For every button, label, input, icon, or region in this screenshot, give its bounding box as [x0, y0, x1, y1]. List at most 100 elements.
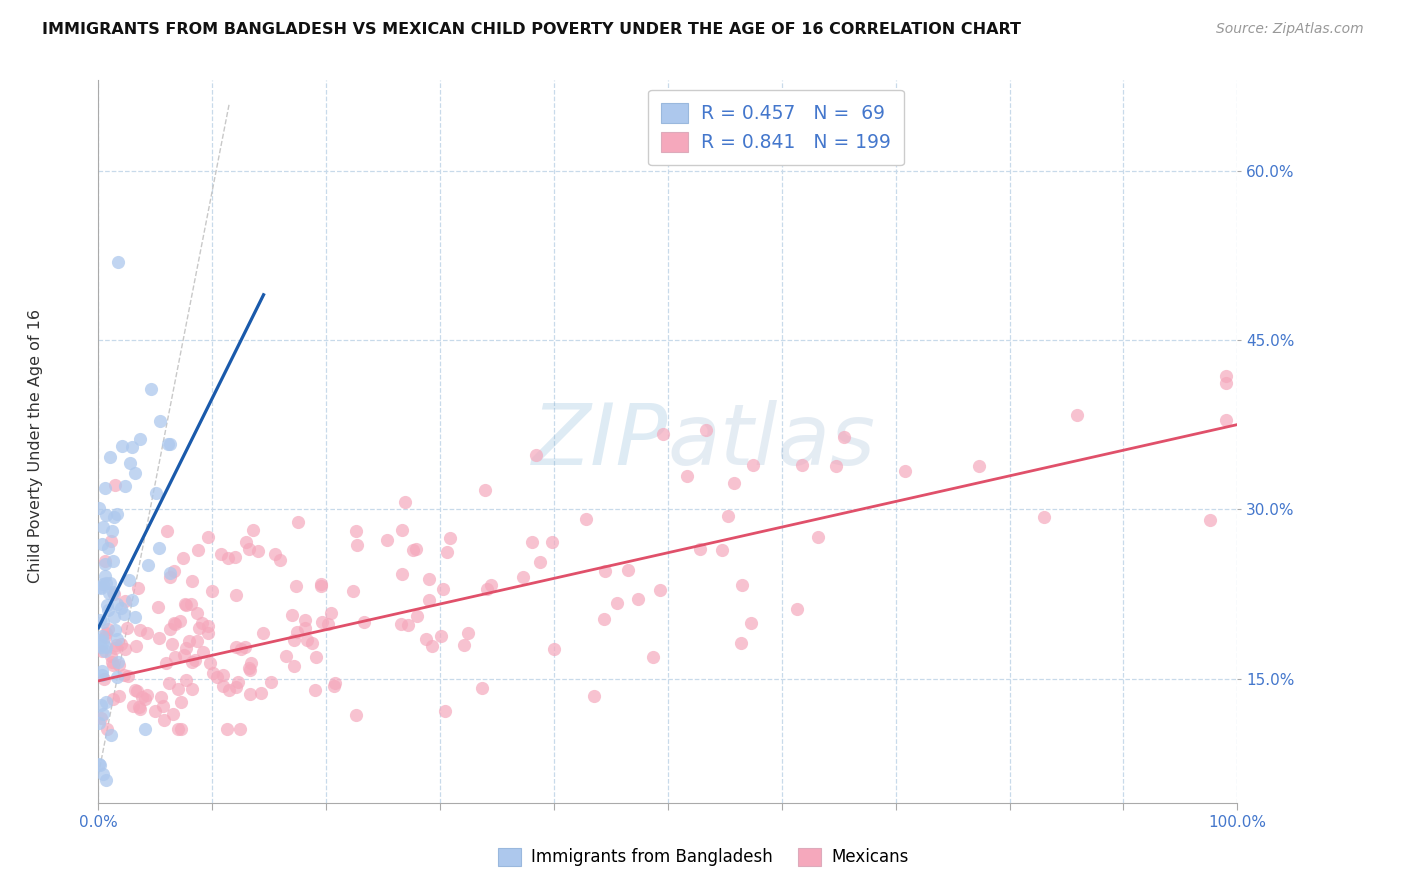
Point — [89, 757, 111, 772]
Point — [89, 632, 111, 647]
Point — [89, 716, 111, 731]
Point — [104, 477, 127, 491]
Point — [806, 530, 828, 544]
Point — [181, 681, 204, 696]
Point — [212, 667, 235, 681]
Point — [90, 665, 112, 679]
Point — [94, 640, 117, 654]
Point — [104, 623, 127, 637]
Point — [786, 602, 808, 616]
Point — [131, 690, 153, 704]
Point — [103, 658, 125, 673]
Point — [689, 542, 711, 557]
Point — [396, 618, 419, 632]
Point — [284, 579, 307, 593]
Text: IMMIGRANTS FROM BANGLADESH VS MEXICAN CHILD POVERTY UNDER THE AGE OF 16 CORRELAT: IMMIGRANTS FROM BANGLADESH VS MEXICAN CH… — [42, 22, 1021, 37]
Point — [225, 640, 247, 654]
Point — [100, 728, 122, 742]
Point — [91, 615, 114, 629]
Point — [174, 597, 197, 611]
Point — [249, 686, 271, 700]
Point — [418, 572, 440, 586]
Point — [136, 688, 159, 702]
Point — [209, 547, 232, 561]
Point — [98, 450, 121, 464]
Point — [105, 597, 128, 611]
Point — [730, 636, 752, 650]
Point — [575, 512, 598, 526]
Point — [524, 448, 547, 462]
Point — [311, 615, 333, 630]
Point — [305, 649, 328, 664]
Point — [91, 536, 114, 550]
Point — [90, 711, 112, 725]
Point — [105, 671, 128, 685]
Point — [617, 562, 640, 576]
Point — [583, 689, 606, 703]
Point — [149, 414, 172, 428]
Point — [967, 458, 990, 473]
Point — [627, 592, 650, 607]
Point — [100, 534, 122, 549]
Point — [148, 632, 170, 646]
Point — [433, 704, 456, 718]
Point — [97, 603, 120, 617]
Point — [283, 633, 305, 648]
Point — [304, 682, 326, 697]
Point — [319, 606, 342, 620]
Point — [197, 626, 219, 640]
Point — [264, 547, 287, 561]
Point — [252, 625, 274, 640]
Point — [94, 554, 117, 568]
Point — [114, 593, 136, 607]
Point — [224, 549, 246, 564]
Point — [143, 704, 166, 718]
Point — [128, 624, 150, 638]
Legend: Immigrants from Bangladesh, Mexicans: Immigrants from Bangladesh, Mexicans — [489, 839, 917, 875]
Point — [114, 642, 136, 657]
Point — [391, 523, 413, 537]
Point — [322, 679, 344, 693]
Point — [174, 673, 197, 688]
Point — [344, 708, 367, 723]
Point — [402, 542, 425, 557]
Point — [125, 639, 148, 653]
Point — [128, 702, 150, 716]
Point — [520, 534, 543, 549]
Point — [309, 579, 332, 593]
Point — [134, 723, 156, 737]
Point — [118, 574, 141, 588]
Point — [405, 609, 427, 624]
Point — [149, 690, 172, 704]
Point — [832, 430, 855, 444]
Point — [260, 675, 283, 690]
Point — [134, 692, 156, 706]
Point — [824, 458, 846, 473]
Point — [124, 610, 146, 624]
Point — [157, 676, 180, 690]
Point — [1215, 369, 1237, 384]
Point — [235, 535, 257, 549]
Point — [285, 624, 308, 639]
Point — [242, 524, 264, 538]
Point — [98, 576, 121, 591]
Point — [294, 613, 316, 627]
Point — [94, 508, 117, 522]
Point — [89, 756, 111, 771]
Point — [94, 773, 117, 788]
Point — [453, 638, 475, 652]
Point — [283, 659, 305, 673]
Point — [593, 564, 616, 578]
Point — [91, 520, 114, 534]
Point — [247, 544, 270, 558]
Point — [457, 626, 479, 640]
Point — [89, 613, 111, 627]
Point — [731, 578, 754, 592]
Point — [122, 698, 145, 713]
Point — [172, 551, 194, 566]
Point — [405, 541, 427, 556]
Point — [430, 629, 453, 643]
Point — [740, 615, 762, 630]
Point — [375, 533, 398, 548]
Point — [156, 437, 179, 451]
